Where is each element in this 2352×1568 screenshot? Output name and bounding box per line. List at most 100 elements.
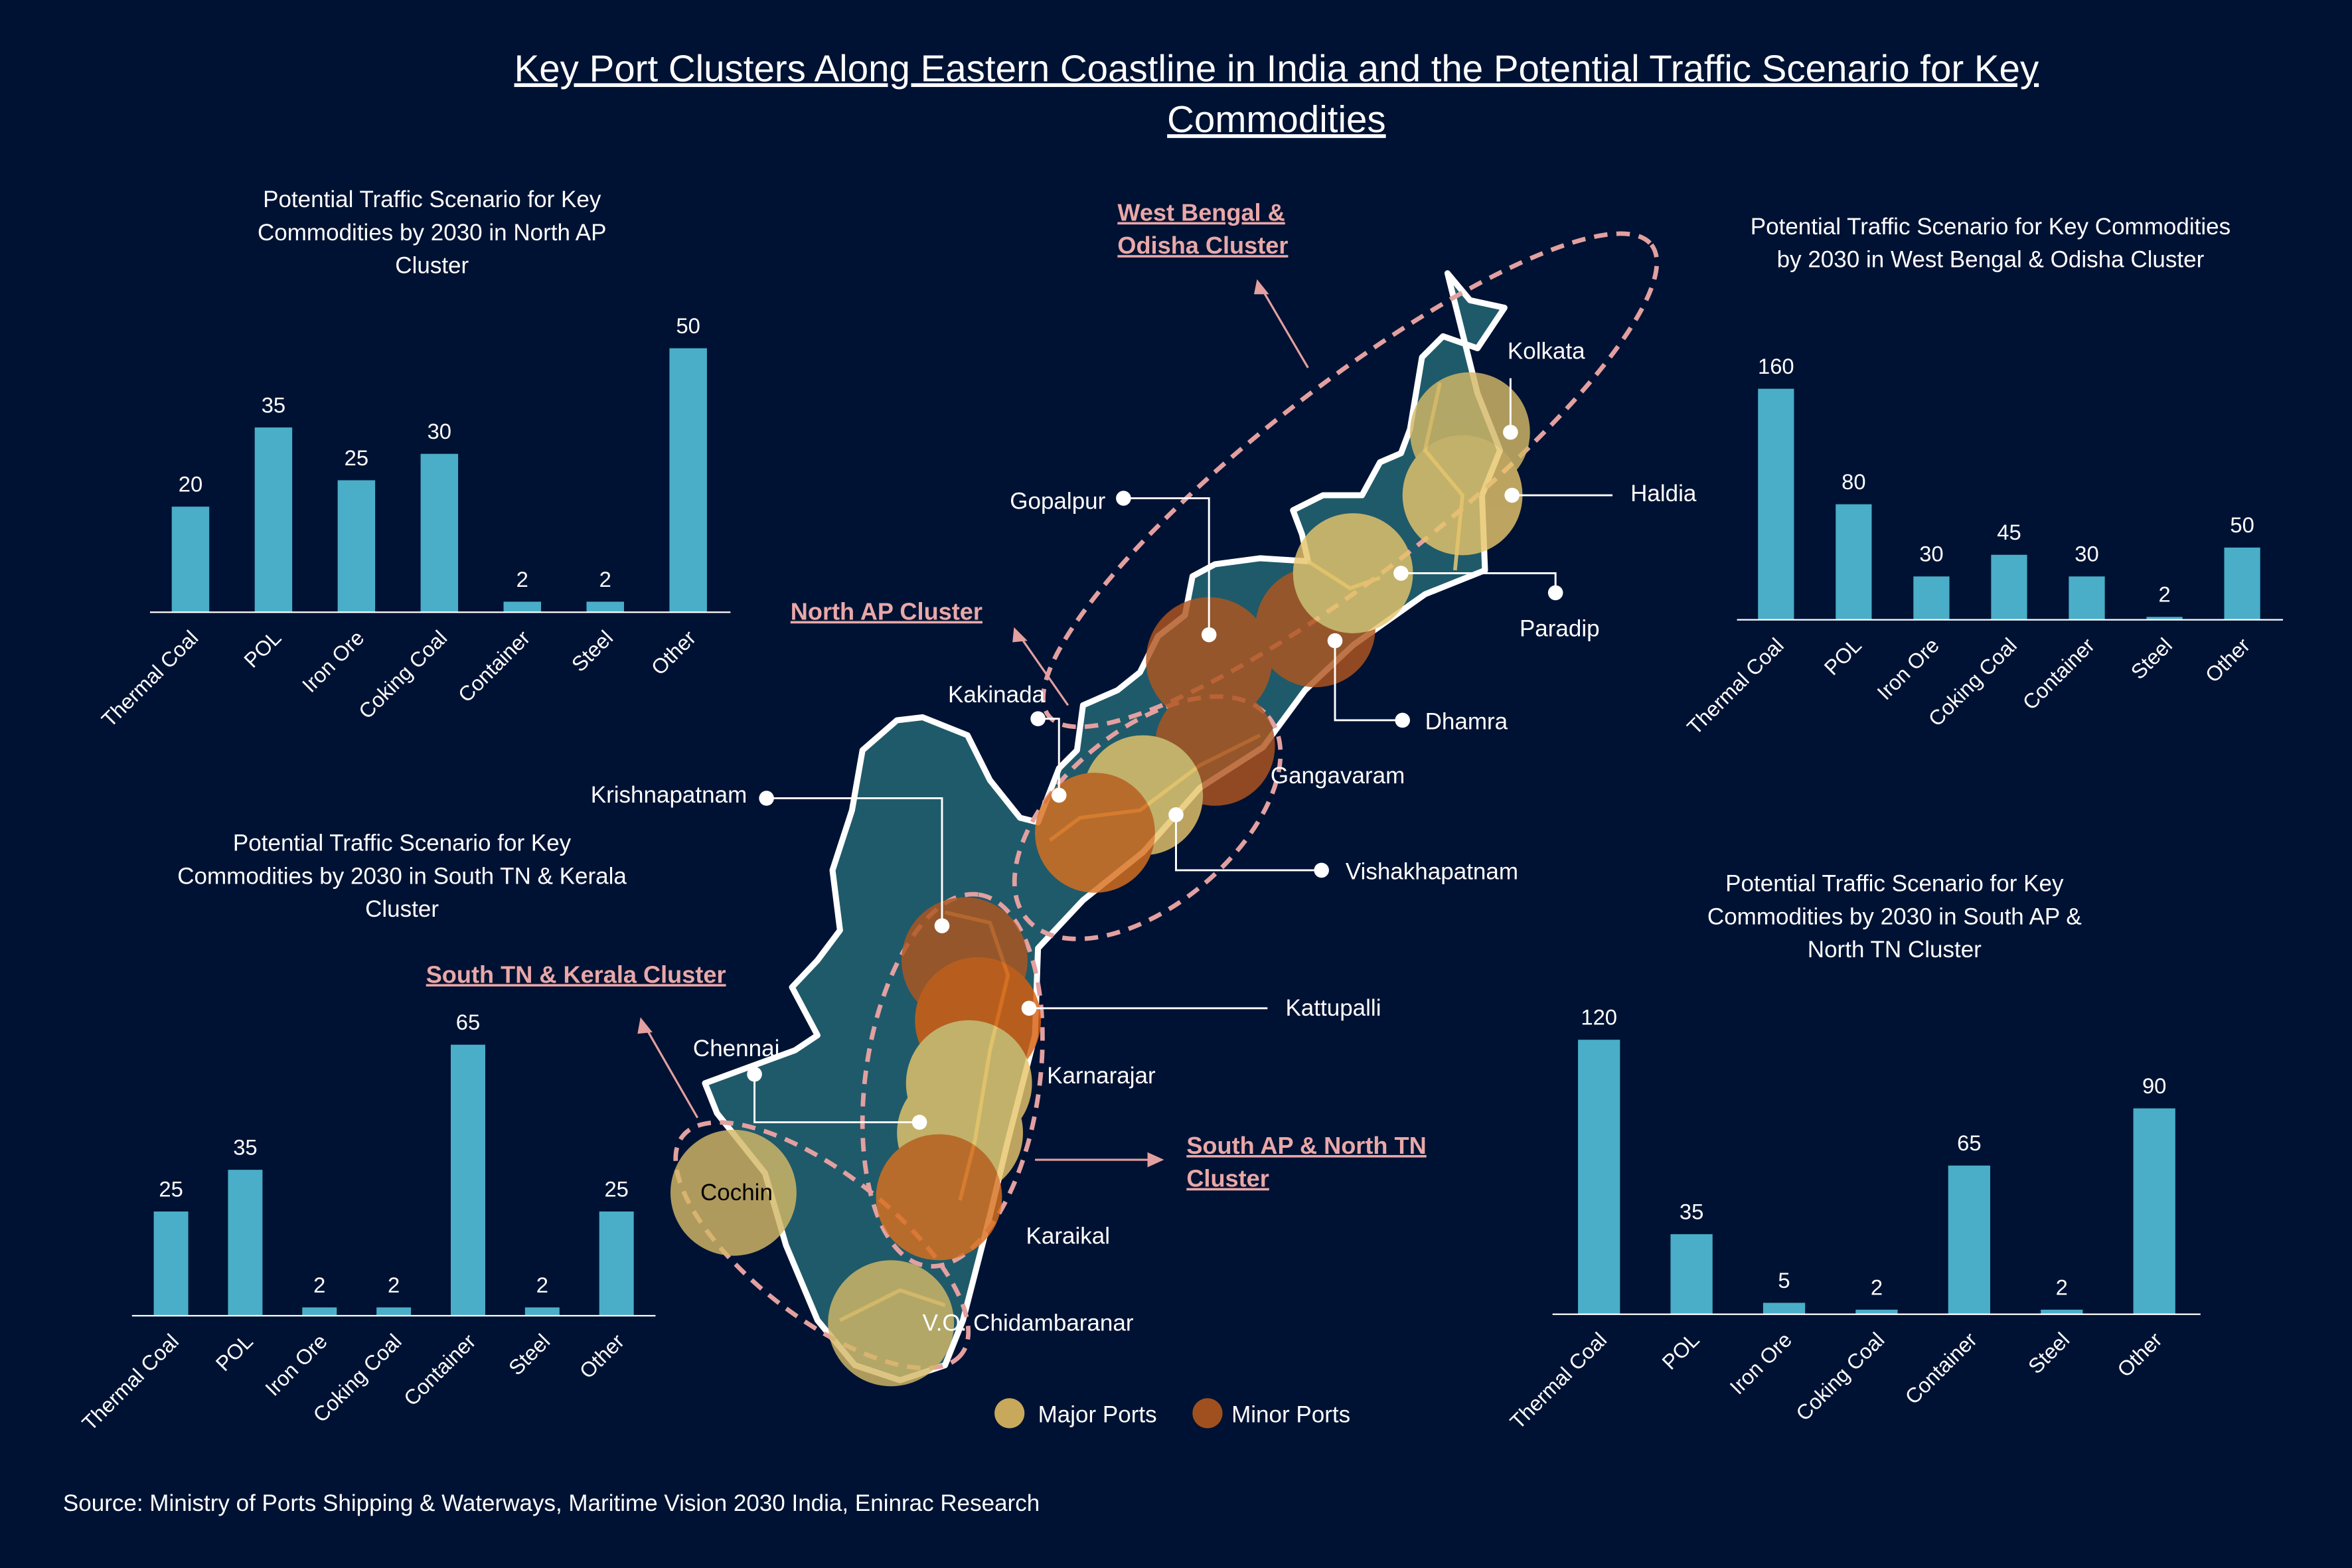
port-label-vo-chidambaranar: V.O. Chidambaranar xyxy=(923,1310,1134,1336)
data-label: 65 xyxy=(1957,1131,1981,1155)
port-circle-karaikal xyxy=(876,1134,1002,1261)
data-label: 65 xyxy=(456,1010,480,1034)
data-label: 2 xyxy=(313,1273,325,1297)
data-label: 5 xyxy=(1778,1268,1790,1293)
port-circle-kakinada xyxy=(1035,773,1155,893)
bar xyxy=(599,1211,634,1316)
arrowhead-wb-icon xyxy=(1253,279,1269,295)
port-label-dhamra: Dhamra xyxy=(1425,709,1508,735)
port-label-karnarajar: Karnarajar xyxy=(1047,1063,1156,1089)
arrow-north-ap xyxy=(1019,635,1069,706)
bar xyxy=(524,1307,560,1316)
legend-minor-label: Minor Ports xyxy=(1231,1401,1350,1427)
data-label: 30 xyxy=(2075,542,2098,566)
port-label-gopalpur: Gopalpur xyxy=(1010,488,1105,514)
chart-title-line: Potential Traffic Scenario for Key xyxy=(233,830,572,856)
data-label: 2 xyxy=(2158,582,2170,607)
legend-major-label: Major Ports xyxy=(1038,1401,1157,1427)
bar xyxy=(450,1044,485,1316)
port-label-gangavaram: Gangavaram xyxy=(1271,763,1405,789)
data-label: 160 xyxy=(1758,354,1794,378)
data-label: 30 xyxy=(1919,542,1943,566)
bar xyxy=(254,427,293,613)
data-label: 2 xyxy=(516,567,528,591)
bar xyxy=(1948,1165,1990,1314)
cluster-label-south-tn-kerala: South TN & Kerala Cluster xyxy=(426,961,726,988)
port-label-karaikal: Karaikal xyxy=(1026,1223,1111,1249)
arrowhead-south-ap-icon xyxy=(1147,1152,1164,1168)
cluster-labels: West Bengal & Odisha Cluster North AP Cl… xyxy=(426,199,1427,1192)
data-label: 30 xyxy=(428,419,451,443)
port-label-haldia: Haldia xyxy=(1630,481,1697,507)
bar xyxy=(228,1170,263,1316)
port-circle-cochin xyxy=(670,1129,797,1256)
cluster-loop-south-tn-kerala xyxy=(673,1120,971,1371)
chart-title-line: Potential Traffic Scenario for Key xyxy=(263,187,601,212)
bar xyxy=(1836,504,1872,620)
port-label-chennai: Chennai xyxy=(693,1036,779,1061)
data-label: 2 xyxy=(388,1273,400,1297)
bar xyxy=(337,480,376,613)
arrow-south-tn xyxy=(644,1026,699,1119)
bar xyxy=(1763,1302,1806,1314)
data-label: 20 xyxy=(179,472,202,497)
chart-title-line: North TN Cluster xyxy=(1808,937,1982,963)
data-label: 25 xyxy=(604,1176,628,1201)
cluster-loop-north-ap xyxy=(1012,694,1283,941)
arrowhead-north-ap-icon xyxy=(1012,627,1028,643)
cluster-label-wb-line2: Odisha Cluster xyxy=(1117,232,1288,259)
port-label-kakinada: Kakinada xyxy=(948,682,1046,708)
arrow-wb xyxy=(1260,287,1309,368)
bar xyxy=(171,507,210,613)
data-label: 2 xyxy=(2056,1275,2068,1299)
main-title-line1: Key Port Clusters Along Eastern Coastlin… xyxy=(514,47,2039,89)
chart-title-line: Cluster xyxy=(395,253,469,279)
bar xyxy=(376,1307,412,1316)
bar xyxy=(1670,1234,1713,1314)
bar xyxy=(2069,576,2105,620)
chart-title-line: Cluster xyxy=(365,896,439,922)
bar xyxy=(420,453,459,613)
cluster-label-wb-line1: West Bengal & xyxy=(1117,199,1285,226)
data-label: 120 xyxy=(1581,1005,1617,1030)
port-label-paradip: Paradip xyxy=(1520,615,1600,641)
bar xyxy=(2133,1108,2175,1314)
cluster-label-south-ap-line1: South AP & North TN xyxy=(1186,1132,1426,1159)
bar xyxy=(669,348,707,613)
bar xyxy=(302,1307,337,1316)
data-label: 25 xyxy=(159,1176,183,1201)
chart-title-line: Commodities by 2030 in South AP & xyxy=(1707,903,2082,929)
port-label-cochin: Cochin xyxy=(700,1180,773,1206)
data-label: 2 xyxy=(1871,1275,1883,1299)
chart-title-line: Commodities by 2030 in North AP xyxy=(258,220,607,246)
chart-title-line: Potential Traffic Scenario for Key Commo… xyxy=(1751,214,2231,240)
data-label: 2 xyxy=(536,1273,548,1297)
bar xyxy=(2146,617,2183,620)
port-circle-paradip xyxy=(1293,513,1413,633)
data-label: 2 xyxy=(599,567,611,591)
data-label: 50 xyxy=(676,313,700,338)
main-title-line2: Commodities xyxy=(1167,98,1386,140)
chart-title-line: Potential Traffic Scenario for Key xyxy=(1725,871,2064,897)
bar xyxy=(503,601,542,613)
source-note: Source: Ministry of Ports Shipping & Wat… xyxy=(63,1490,1040,1516)
data-label: 35 xyxy=(233,1135,257,1160)
bar xyxy=(1855,1309,1898,1314)
leader-lines xyxy=(747,378,1613,1130)
chart-title-line: by 2030 in West Bengal & Odisha Cluster xyxy=(1777,247,2205,273)
port-circle-vo-chidambaranar xyxy=(828,1260,955,1387)
chart-title-line: Commodities by 2030 in South TN & Kerala xyxy=(177,863,627,889)
bar xyxy=(2224,547,2260,620)
data-label: 35 xyxy=(262,392,285,417)
bar xyxy=(1913,576,1950,620)
data-label: 35 xyxy=(1680,1200,1703,1224)
legend: Major Ports Minor Ports xyxy=(994,1398,1350,1429)
bar xyxy=(1991,554,2027,620)
port-labels: Kolkata Haldia Paradip Dhamra Gopalpur G… xyxy=(591,338,1697,1336)
bar xyxy=(153,1211,189,1316)
data-label: 45 xyxy=(1997,520,2021,544)
cluster-label-south-ap-line2: Cluster xyxy=(1186,1165,1269,1192)
bar xyxy=(1578,1040,1620,1314)
bar xyxy=(2041,1309,2083,1314)
